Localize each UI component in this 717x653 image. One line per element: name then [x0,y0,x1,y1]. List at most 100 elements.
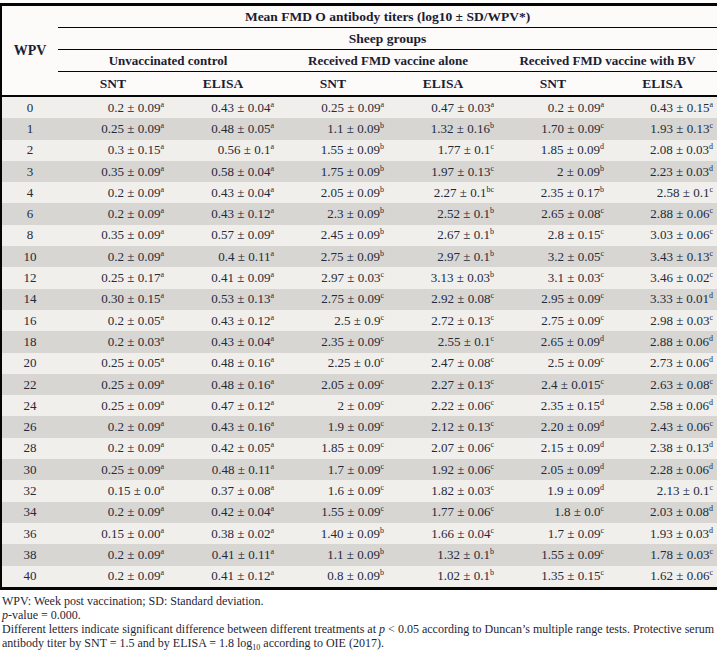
significance-letter: c [600,248,604,257]
pvalue-text: -value = 0.000. [8,608,81,622]
titer-value: 0.43 ± 0.04a [168,182,278,203]
significance-letter: a [709,99,713,108]
significance-letter: c [490,142,494,151]
titer-value: 0.37 ± 0.08a [168,480,278,501]
titer-value: 2.43 ± 0.06c [608,416,717,437]
titer-value: 2.07 ± 0.06c [388,438,498,459]
table-row: 380.2 ± 0.09a0.41 ± 0.11a1.1 ± 0.09b1.32… [1,544,717,565]
significance-letter: a [160,440,164,449]
titer-value: 3.43 ± 0.13c [608,246,717,267]
significance-letter: c [709,248,713,257]
titer-value: 0.38 ± 0.02a [168,523,278,544]
titer-value: 0.25 ± 0.17a [58,267,168,288]
table-row: 60.2 ± 0.09a0.43 ± 0.12a2.3 ± 0.09b2.52 … [1,203,717,224]
table-row: 340.2 ± 0.09a0.42 ± 0.04a1.55 ± 0.09c1.7… [1,502,717,523]
significance-letter: b [380,163,384,172]
titer-value: 0.15 ± 0.00a [58,523,168,544]
significance-letter: d [709,355,713,364]
titer-value: 0.25 ± 0.09a [278,96,388,118]
titer-value: 3.2 ± 0.05c [498,246,608,267]
significance-letter: d [600,419,604,428]
significance-letter: d [709,461,713,470]
wpv-value: 26 [1,416,58,437]
significance-letter: c [380,440,384,449]
significance-letter: d [600,483,604,492]
significance-letter: c [380,397,384,406]
titer-value: 1.93 ± 0.03d [608,523,717,544]
significance-letter: c [490,419,494,428]
significance-letter: a [160,397,164,406]
titer-value: 2.13 ± 0.1c [608,480,717,501]
titer-value: 2.5 ± 0.09c [498,353,608,374]
significance-letter: c [709,568,713,577]
table-row: 20.3 ± 0.15a0.56 ± 0.1a1.55 ± 0.09b1.77 … [1,140,717,161]
titer-value: 0.2 ± 0.09a [58,203,168,224]
significance-letter: a [270,270,274,279]
significance-letter: b [380,525,384,534]
titer-value: 0.2 ± 0.09a [58,416,168,437]
significance-letter: c [490,291,494,300]
significance-letter: c [380,419,384,428]
titer-value: 1.93 ± 0.13c [608,118,717,139]
wpv-value: 1 [1,118,58,139]
significance-text-3: according to OIE (2017). [260,636,384,650]
significance-letter: d [600,461,604,470]
titer-value: 1.7 ± 0.09c [278,459,388,480]
titer-value: 1.32 ± 0.1b [388,544,498,565]
titer-value: 0.25 ± 0.09a [58,459,168,480]
wpv-value: 10 [1,246,58,267]
significance-letter: a [270,483,274,492]
titer-value: 3.13 ± 0.03b [388,267,498,288]
titer-value: 1.75 ± 0.09b [278,161,388,182]
significance-letter: a [160,419,164,428]
table-row: 220.25 ± 0.09a0.48 ± 0.16a2.05 ± 0.09c2.… [1,374,717,395]
group-header-vaccine-bv: Received FMD vaccine with BV [498,50,717,72]
group-header-unvaccinated: Unvaccinated control [58,50,278,72]
titer-value: 0.2 ± 0.09a [58,246,168,267]
significance-letter: a [160,355,164,364]
titer-value: 0.56 ± 0.1a [168,140,278,161]
wpv-value: 6 [1,203,58,224]
significance-letter: a [160,163,164,172]
titer-value: 0.43 ± 0.16a [168,416,278,437]
table-row: 160.2 ± 0.05a0.43 ± 0.12a2.5 ± 0.9c2.72 … [1,310,717,331]
titer-value: 2.5 ± 0.9c [278,310,388,331]
wpv-value: 36 [1,523,58,544]
wpv-value: 2 [1,140,58,161]
titer-value: 1.66 ± 0.04c [388,523,498,544]
wpv-value: 8 [1,225,58,246]
titer-value: 0.15 ± 0.0a [58,480,168,501]
significance-letter: c [709,270,713,279]
wpv-value: 30 [1,459,58,480]
titer-value: 0.48 ± 0.05a [168,118,278,139]
significance-letter: c [709,227,713,236]
significance-letter: b [600,163,604,172]
significance-letter: c [709,312,713,321]
titer-value: 1.1 ± 0.09b [278,544,388,565]
titer-value: 1.97 ± 0.13c [388,161,498,182]
significance-letter: d [709,397,713,406]
titer-value: 0.2 ± 0.09a [58,438,168,459]
significance-letter: a [270,376,274,385]
wpv-value: 16 [1,310,58,331]
titer-value: 0.43 ± 0.15a [608,96,717,118]
table-row: 10.25 ± 0.09a0.48 ± 0.05a1.1 ± 0.09b1.32… [1,118,717,139]
significance-letter: c [600,312,604,321]
titer-value: 1.62 ± 0.06c [608,566,717,589]
titer-value: 2.65 ± 0.09d [498,331,608,352]
significance-letter: b [380,185,384,194]
titer-value: 2.52 ± 0.1b [388,203,498,224]
titer-value: 2.8 ± 0.15c [498,225,608,246]
titer-value: 0.43 ± 0.04a [168,331,278,352]
significance-letter: a [270,440,274,449]
wpv-value: 12 [1,267,58,288]
titer-value: 2.05 ± 0.09c [278,374,388,395]
titer-value: 0.2 ± 0.09a [498,96,608,118]
significance-letter: c [380,461,384,470]
significance-letter: a [270,461,274,470]
table-row: 30.35 ± 0.09a0.58 ± 0.04a1.75 ± 0.09b1.9… [1,161,717,182]
significance-letter: a [160,312,164,321]
significance-letter: c [709,419,713,428]
significance-letter: b [490,547,494,556]
titer-value: 0.41 ± 0.11a [168,544,278,565]
